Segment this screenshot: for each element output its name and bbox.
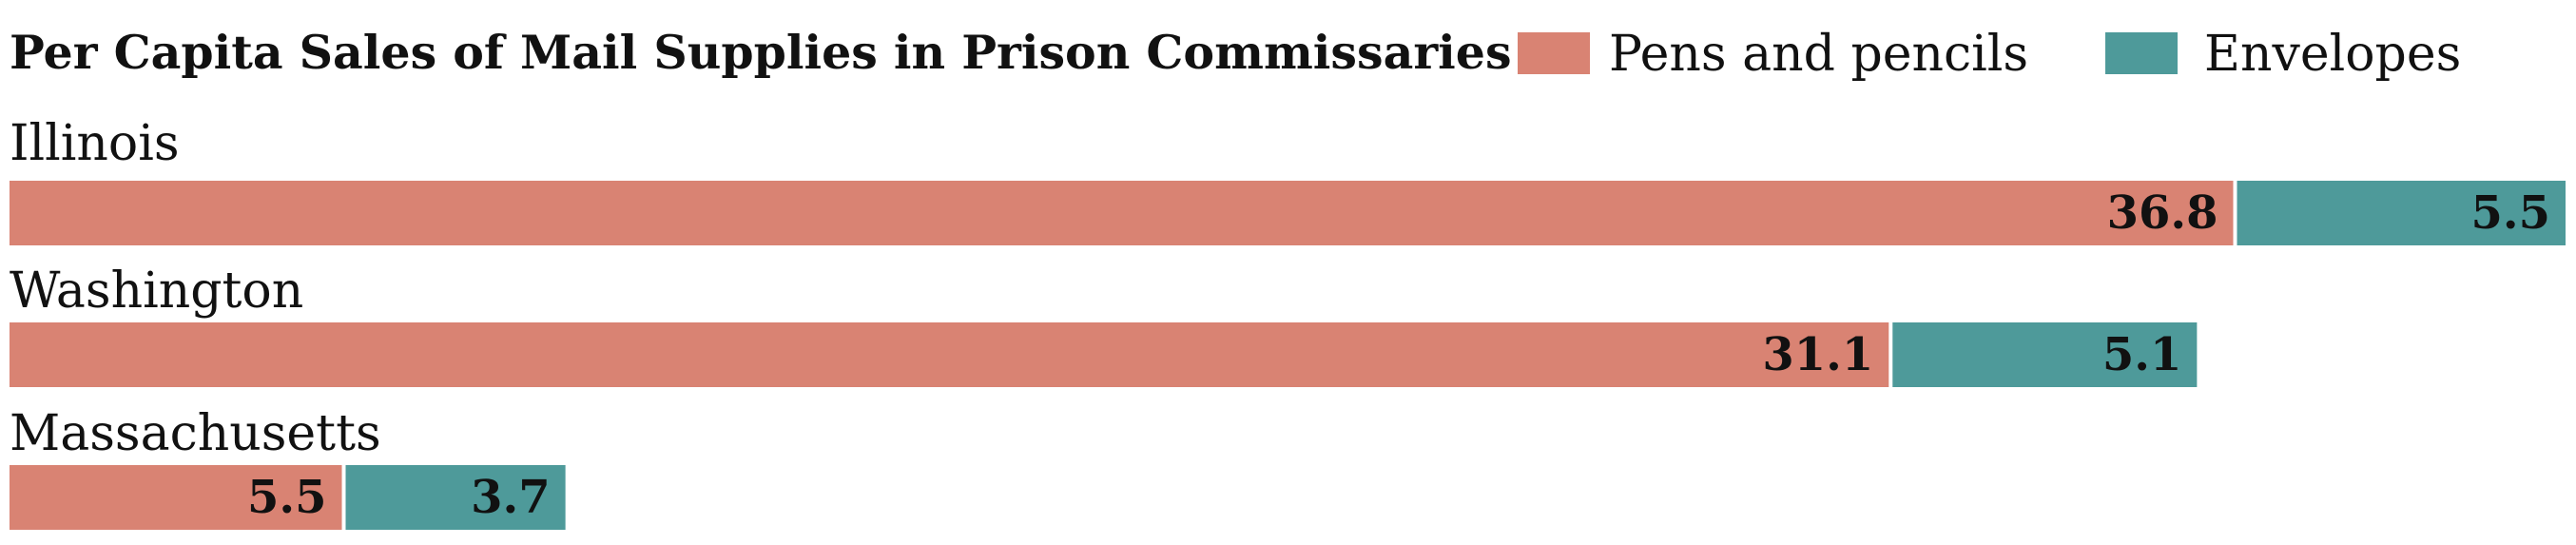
legend: Pens and pencils Envelopes bbox=[1518, 26, 2461, 83]
value-label-massachusetts-pens-and-pencils: 5.5 bbox=[247, 471, 327, 524]
legend-swatch-envelopes bbox=[2105, 32, 2178, 74]
bar-washington-envelopes bbox=[1892, 322, 2198, 387]
legend-label-pens-and-pencils: Pens and pencils bbox=[1609, 26, 2028, 83]
value-label-washington-envelopes: 5.1 bbox=[2102, 328, 2182, 381]
value-label-illinois-envelopes: 5.5 bbox=[2470, 186, 2550, 240]
category-label-washington: Washington bbox=[10, 263, 303, 320]
bar-washington-pens-and-pencils bbox=[10, 322, 1889, 387]
bar-area: Illinois 36.8 5.5 Washington 31.1 5.1 Massachu… bbox=[10, 115, 2566, 530]
bar-massachusetts-envelopes bbox=[345, 465, 566, 530]
bar-illinois-pens-and-pencils bbox=[10, 181, 2234, 245]
value-label-illinois-pens-and-pencils: 36.8 bbox=[2107, 186, 2218, 240]
value-label-massachusetts-envelopes: 3.7 bbox=[471, 471, 551, 524]
legend-item-pens-and-pencils: Pens and pencils bbox=[1518, 26, 2028, 83]
category-label-massachusetts: Massachusetts bbox=[10, 405, 381, 462]
value-label-washington-pens-and-pencils: 31.1 bbox=[1762, 328, 1873, 381]
bar-illinois-envelopes bbox=[2237, 181, 2566, 245]
legend-swatch-pens-and-pencils bbox=[1518, 32, 1590, 74]
bar-massachusetts-pens-and-pencils bbox=[10, 465, 342, 530]
legend-label-envelopes: Envelopes bbox=[2204, 26, 2461, 83]
category-label-illinois: Illinois bbox=[10, 115, 180, 172]
legend-item-envelopes: Envelopes bbox=[2105, 26, 2461, 83]
chart-title: Per Capita Sales of Mail Supplies in Pri… bbox=[10, 25, 1512, 80]
